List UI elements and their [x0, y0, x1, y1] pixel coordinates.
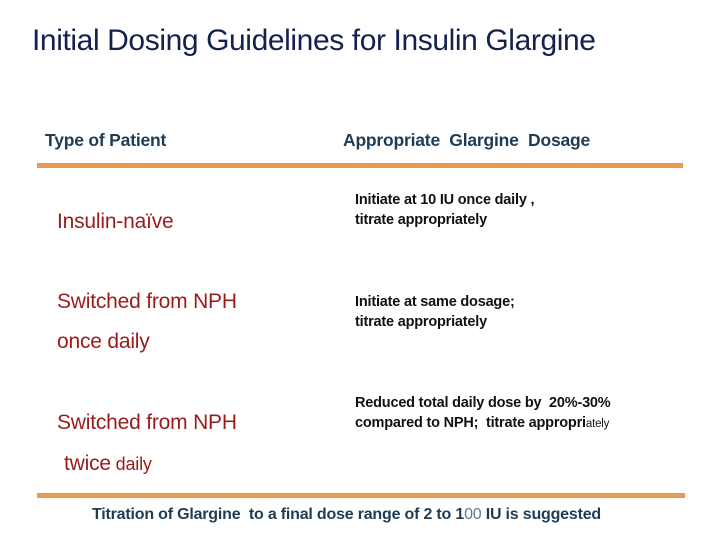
dosage-line-main: compared to NPH; titrate appropri [355, 415, 586, 431]
dosage-line: Initiate at same dosage; [355, 294, 515, 310]
dosage-line: Reduced total daily dose by 20%-30% [355, 395, 611, 411]
caption-segment: IU is suggested [481, 506, 601, 523]
footer-caption: Titration of Glargine to a final dose ra… [92, 506, 601, 524]
patient-type-switched-nph-twice-daily-line2: twice daily [64, 452, 152, 476]
patient-type-switched-nph-once-daily-line1: Switched from NPH [57, 290, 237, 313]
column-header-glargine-dosage: Appropriate Glargine Dosage [343, 130, 591, 150]
dosage-cell-switched-nph-twice-daily: Reduced total daily dose by 20%-30% comp… [355, 393, 611, 434]
dosage-line: titrate appropriately [355, 212, 487, 228]
caption-segment-light: 00 [464, 506, 482, 523]
dosage-line: Initiate at 10 IU once daily , [355, 192, 535, 208]
caption-segment: Titration of Glargine to a final dose ra… [92, 506, 465, 523]
patient-type-switched-nph-once-daily-line2: once daily [57, 330, 150, 353]
patient-label-word-twice: twice [64, 452, 111, 475]
dosage-line: compared to NPH; titrate appropriately [355, 413, 611, 434]
column-header-type-of-patient: Type of Patient [45, 130, 167, 150]
slide-title: Initial Dosing Guidelines for Insulin Gl… [32, 24, 596, 57]
patient-label-word-daily: daily [110, 454, 152, 474]
dosage-line: titrate appropriately [355, 314, 487, 330]
dosage-cell-switched-nph-once-daily: Initiate at same dosage; titrate appropr… [355, 292, 515, 332]
dosage-line-small-tail: ately [585, 418, 610, 430]
footer-divider-rule [37, 493, 685, 498]
header-divider-rule [37, 163, 683, 168]
dosage-cell-insulin-naive: Initiate at 10 IU once daily , titrate a… [355, 190, 535, 230]
patient-type-insulin-naive: Insulin-naïve [57, 210, 174, 233]
patient-type-switched-nph-twice-daily-line1: Switched from NPH [57, 411, 237, 434]
